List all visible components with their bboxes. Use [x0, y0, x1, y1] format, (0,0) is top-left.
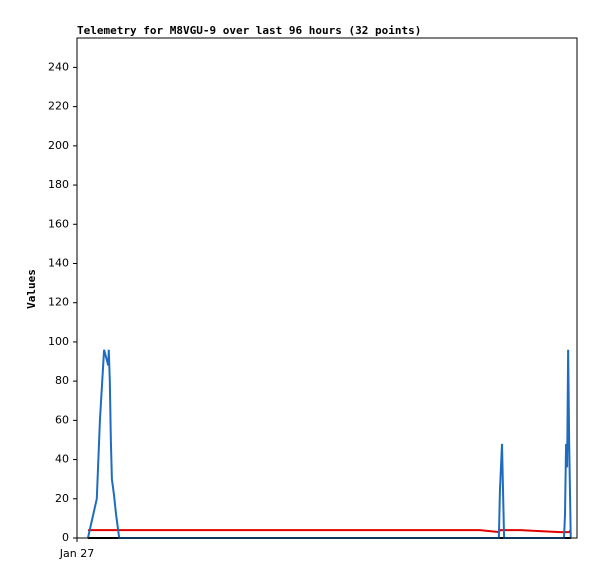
y-axis-label: Values [25, 269, 38, 309]
x-tick-label: Jan 27 [59, 547, 94, 560]
y-tick-label: 60 [55, 413, 69, 426]
y-tick-label: 200 [48, 139, 69, 152]
plot-frame [76, 37, 578, 539]
y-tick-label: 100 [48, 335, 69, 348]
y-tick-label: 0 [62, 531, 69, 544]
y-tick-label: 40 [55, 453, 69, 466]
y-tick-label: 180 [48, 178, 69, 191]
y-tick-label: 20 [55, 492, 69, 505]
y-tick-label: 160 [48, 217, 69, 230]
y-tick-label: 80 [55, 374, 69, 387]
y-tick-label: 120 [48, 296, 69, 309]
y-tick-label: 220 [48, 100, 69, 113]
y-tick-label: 140 [48, 256, 69, 269]
chart-title: Telemetry for M8VGU-9 over last 96 hours… [77, 24, 421, 37]
y-tick-label: 240 [48, 60, 69, 73]
